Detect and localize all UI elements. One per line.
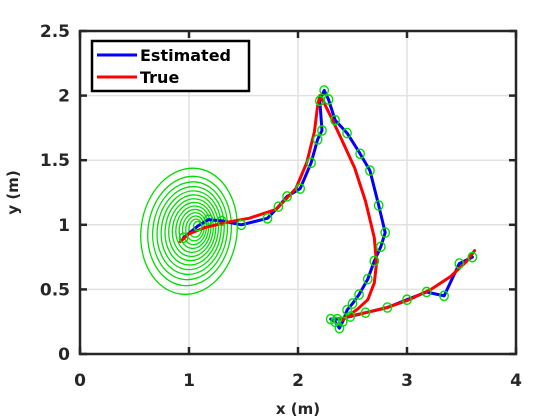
legend-label-true: True	[140, 68, 179, 87]
estimate-point	[319, 85, 330, 96]
covariance-ellipses	[140, 167, 238, 295]
axis-ticks: 0 1 2 3 4 0 0.5 1 1.5 2 2.5	[40, 22, 522, 391]
covariance-ellipse	[168, 198, 217, 262]
estimate-point	[345, 311, 356, 322]
estimate-point	[236, 219, 247, 231]
x-tick-label: 0	[74, 371, 86, 391]
estimate-point	[262, 213, 273, 224]
estimate-point	[330, 114, 340, 126]
estimate-point	[354, 289, 364, 300]
y-tick-label: 1.5	[40, 151, 70, 171]
estimate-point	[317, 125, 327, 136]
estimate-point	[203, 214, 214, 225]
covariance-ellipse	[171, 201, 214, 258]
series-line-true	[178, 94, 477, 322]
estimate-point	[454, 258, 465, 269]
legend-box	[90, 39, 251, 93]
estimate-point	[380, 227, 391, 238]
estimate-point	[360, 307, 371, 318]
x-tick-label: 3	[401, 371, 413, 391]
estimate-point	[332, 313, 343, 325]
covariance-ellipse	[185, 215, 205, 242]
estimate-point	[347, 298, 358, 309]
covariance-ellipse	[175, 205, 212, 254]
estimate-point	[373, 200, 384, 211]
x-tick-label: 1	[183, 371, 195, 391]
estimate-point	[192, 220, 203, 232]
y-tick-label: 2	[58, 87, 70, 107]
estimate-point	[325, 313, 336, 325]
covariance-ellipse	[181, 212, 208, 246]
y-tick-label: 0	[58, 345, 70, 365]
covariance-ellipse	[147, 175, 233, 287]
estimate-point	[295, 183, 306, 194]
estimate-point	[402, 294, 412, 306]
y-tick-label: 2.5	[40, 22, 70, 42]
covariance-ellipse	[140, 167, 238, 295]
legend-label-estimated: Estimated	[140, 46, 231, 65]
series	[178, 88, 477, 330]
estimate-point	[282, 191, 292, 202]
estimate-point	[178, 232, 189, 244]
estimate-point	[342, 127, 352, 139]
estimate-point	[467, 251, 478, 263]
covariance-ellipse	[152, 181, 229, 281]
estimate-point	[439, 290, 449, 302]
covariance-ellipse	[160, 190, 222, 271]
covariance-ellipse	[178, 208, 210, 250]
estimate-point	[369, 255, 380, 267]
y-tick-label: 1	[58, 216, 70, 236]
y-axis-label: y (m)	[4, 170, 22, 214]
x-tick-label: 4	[510, 371, 522, 391]
covariance-ellipse	[156, 185, 225, 276]
x-axis-label: x (m)	[276, 400, 320, 418]
estimate-point	[382, 302, 393, 313]
estimate-point	[355, 148, 366, 160]
x-tick-label: 2	[292, 371, 304, 391]
covariance-ellipse	[164, 194, 220, 266]
estimate-point	[273, 201, 284, 213]
estimate-point	[365, 165, 375, 176]
legend: Estimated True	[90, 39, 251, 93]
estimate-point	[323, 94, 334, 105]
estimate-point	[216, 215, 227, 227]
estimate-point	[312, 134, 323, 145]
estimate-point	[362, 273, 373, 285]
estimate-point	[375, 241, 386, 253]
y-tick-label: 0.5	[40, 280, 70, 300]
estimate-point	[306, 157, 316, 169]
markers	[178, 85, 478, 334]
estimate-point	[421, 286, 432, 298]
